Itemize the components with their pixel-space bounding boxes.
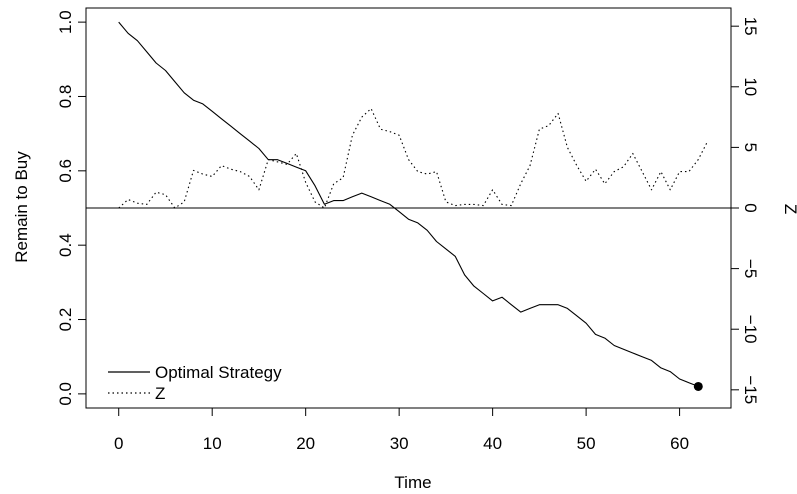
y-tick-label-left: 0.6 <box>56 159 75 183</box>
y-tick-label-right: 15 <box>741 17 760 36</box>
y-tick-label-left: 1.0 <box>56 10 75 34</box>
x-tick-label: 30 <box>390 434 409 453</box>
x-tick-label: 0 <box>114 434 123 453</box>
legend: Optimal Strategy Z <box>108 363 282 403</box>
x-tick-label: 10 <box>203 434 222 453</box>
axes-layer: 0 10 20 30 40 50 60 0.0 0.2 0.4 0.6 0.8 1.0 −15 −10 −5 0… <box>56 10 760 453</box>
y-tick-label-right: −10 <box>741 315 760 344</box>
y-tick-label-right: −5 <box>741 259 760 278</box>
x-axis-label: Time <box>394 473 431 492</box>
y-tick-label-right: 10 <box>741 77 760 96</box>
series-layer <box>118 21 709 391</box>
series-line-z <box>118 108 709 209</box>
y-tick-label-left: 0.4 <box>56 233 75 257</box>
legend-label-optimal-strategy: Optimal Strategy <box>155 363 282 382</box>
y-axis-label-left: Remain to Buy <box>12 151 31 263</box>
y-tick-label-right: −15 <box>741 375 760 404</box>
x-tick-label: 20 <box>296 434 315 453</box>
y-tick-label-left: 0.8 <box>56 85 75 109</box>
y-tick-label-right: 0 <box>741 203 760 212</box>
y-tick-label-left: 0.0 <box>56 382 75 406</box>
x-tick-label: 60 <box>670 434 689 453</box>
y-tick-label-left: 0.2 <box>56 308 75 332</box>
x-tick-label: 50 <box>577 434 596 453</box>
series-line-optimal-strategy <box>118 21 699 387</box>
series-end-marker <box>693 381 703 391</box>
legend-label-z: Z <box>155 384 165 403</box>
y-tick-label-right: 5 <box>741 143 760 152</box>
x-tick-label: 40 <box>483 434 502 453</box>
y-axis-label-right: Z <box>781 204 797 214</box>
